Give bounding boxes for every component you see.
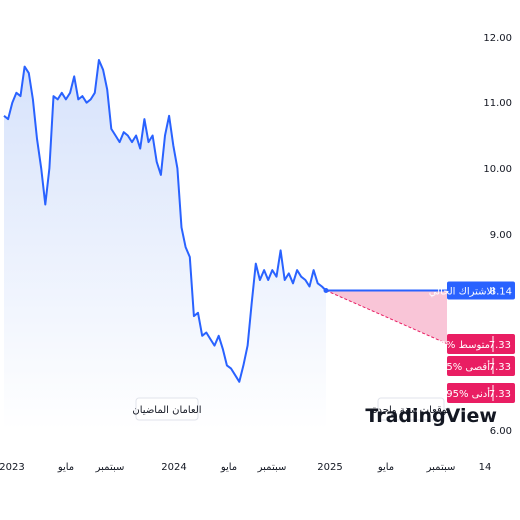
current-value: 8.14: [490, 286, 512, 297]
x-axis: 2023 مايو سبتمبر 2024 مايو سبتمبر 2025 مايو سبتم…: [0, 462, 491, 473]
future-annotation-box: [377, 397, 445, 421]
forecast-line: [325, 290, 448, 345]
past-annotation: العامان الماضيان: [132, 405, 201, 416]
x-tick-label: 2025: [317, 462, 342, 473]
x-tick-label: مايو: [377, 462, 394, 473]
x-tick-label: سبتمبر: [95, 462, 125, 473]
x-tick-label: مايو: [57, 462, 74, 473]
current-point: [323, 287, 329, 293]
current-label: الاشتراك الحالي: [429, 286, 495, 297]
price-series: [3, 59, 329, 383]
y-tick-label: 9.00: [490, 230, 512, 241]
current-price-tag: [447, 281, 515, 300]
y-tick-label: 11.00: [483, 98, 512, 109]
forecast-value: 7.33: [489, 362, 511, 373]
future-annotation: توقعات سنة واحدة: [372, 405, 450, 416]
forecast-region: [325, 289, 448, 345]
x-tick-label: مايو: [220, 462, 237, 473]
forecast-tag: [447, 334, 515, 354]
x-tick-label: 2023: [0, 462, 25, 473]
annotations: العامان الماضيان توقعات سنة واحدة: [132, 397, 450, 421]
price-area-fill: [4, 60, 326, 430]
y-axis: 12.00 11.00 10.00 9.00 6.00: [483, 33, 512, 437]
tradingview-watermark: TradingView: [365, 405, 497, 427]
forecast-label: -9.95% أقصى: [427, 360, 490, 373]
past-annotation-box: [135, 397, 199, 421]
x-tick-label: 2024: [161, 462, 186, 473]
x-tick-label: 14: [479, 462, 492, 473]
watermark-text: TradingView: [365, 405, 497, 427]
forecast-tag: [447, 356, 515, 376]
y-tick-label: 6.00: [490, 426, 512, 437]
price-line: [3, 59, 327, 383]
y-tick-label: 10.00: [483, 164, 512, 175]
forecast-label: -9.95% متوسط: [420, 340, 490, 351]
forecast-value: 7.33: [489, 389, 511, 400]
forecast-value: 7.33: [489, 340, 511, 351]
forecast-label: -9.95% أدنى: [433, 387, 490, 400]
x-tick-label: سبتمبر: [257, 462, 287, 473]
x-tick-label: سبتمبر: [426, 462, 456, 473]
price-area: [4, 60, 326, 430]
forecast-tag: [447, 383, 515, 403]
y-tick-label: 12.00: [483, 33, 512, 44]
